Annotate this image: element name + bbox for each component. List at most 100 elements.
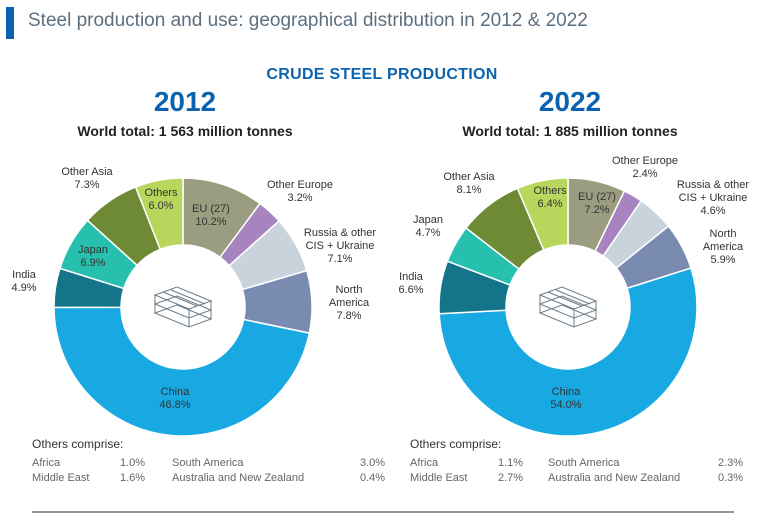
slice-name-label: EU (27) <box>578 191 616 203</box>
slice-name-label: EU (27) <box>192 203 230 215</box>
slice-value-label: 7.3% <box>74 179 99 191</box>
label-eu-27: EU (27) 10.2% <box>192 203 230 228</box>
others-title-2022: Others comprise: <box>410 437 502 451</box>
label-japan: Japan 4.7% <box>413 214 443 239</box>
slice-name-label: Japan <box>413 214 443 226</box>
slice-value-label: 7.1% <box>327 253 352 265</box>
others-region: Middle East <box>410 471 468 484</box>
others-region: South America <box>548 456 620 469</box>
page-title: Steel production and use: geographical d… <box>28 10 588 31</box>
slice-name-label: India <box>399 271 424 283</box>
others-row: Middle East 1.6% Australia and New Zeala… <box>32 470 385 485</box>
slice-name-label: Other Europe <box>267 179 333 191</box>
slice-name-label: CIS + Ukraine <box>306 240 375 252</box>
slice-value-label: 8.1% <box>456 184 481 196</box>
title-accent-bar <box>6 7 14 39</box>
slice-name-label: Others <box>144 187 178 199</box>
steel-lines <box>154 289 212 327</box>
slice-name-label: Russia & other <box>677 179 749 191</box>
others-value: 0.3% <box>718 471 744 484</box>
slice-name-label: Other Europe <box>612 155 678 167</box>
slice-name-label: Other Asia <box>61 166 113 178</box>
slice-value-label: 7.2% <box>584 204 609 216</box>
others-value: 1.0% <box>120 456 146 469</box>
others-value: 2.3% <box>718 456 744 469</box>
world-total-2022: World total: 1 885 million tonnes <box>462 123 678 139</box>
label-others: Others 6.4% <box>533 185 567 210</box>
donut-chart-2022: EU (27) 7.2%Other Europe 2.4%Russia & othe… <box>398 155 749 437</box>
others-row: Africa 1.0% South America 3.0% <box>32 455 385 470</box>
others-table-2012: Africa 1.0% South America 3.0% Middle Ea… <box>32 455 385 485</box>
slice-name-label: China <box>552 386 582 398</box>
slice-name-label: India <box>12 269 37 281</box>
others-title-2012: Others comprise: <box>32 437 124 451</box>
label-india: India 6.6% <box>398 271 423 296</box>
donut-chart-2012: EU (27) 10.2% Other Europe 3.2% Russia & oth… <box>11 166 376 437</box>
slice-name-label: Others <box>533 185 567 197</box>
others-value: 3.0% <box>360 456 386 469</box>
world-total-2012: World total: 1 563 million tonnes <box>77 123 293 139</box>
slice-name-label: North <box>710 228 737 240</box>
label-eu-27: EU (27) 7.2% <box>578 191 616 216</box>
slice-value-label: 10.2% <box>195 216 226 228</box>
year-2012-heading: 2012 <box>153 86 217 117</box>
label-russia-other-cis-ukraine: Russia & other CIS + Ukraine 4.6% <box>677 179 749 217</box>
label-china: China 46.8% <box>159 386 190 411</box>
others-row: Middle East 2.7% Australia and New Zeala… <box>410 470 743 485</box>
others-region: South America <box>172 456 244 469</box>
slice-value-label: 6.0% <box>148 200 173 212</box>
bottom-divider <box>32 511 734 513</box>
slice-china <box>438 267 698 437</box>
others-region: Australia and New Zealand <box>548 471 681 484</box>
slice-name-label: America <box>703 241 744 253</box>
slice-value-label: 3.2% <box>287 192 312 204</box>
label-russia-other-cis-ukraine: Russia & other CIS + Ukraine 7.1% <box>304 227 376 265</box>
slice-name-label: North <box>336 284 363 296</box>
others-region: Australia and New Zealand <box>172 471 305 484</box>
others-region: Africa <box>32 456 61 469</box>
slice-name-label: Russia & other <box>304 227 376 239</box>
slice-name-label: Japan <box>78 244 108 256</box>
others-value: 0.4% <box>360 471 386 484</box>
label-north-america: North America 5.9% <box>703 228 744 266</box>
others-value: 2.7% <box>498 471 524 484</box>
label-other-europe: Other Europe 3.2% <box>267 179 333 204</box>
label-other-europe: Other Europe 2.4% <box>612 155 678 180</box>
slice-value-label: 7.8% <box>336 310 361 322</box>
label-other-asia: Other Asia 8.1% <box>443 171 495 196</box>
slice-china <box>53 306 311 437</box>
slice-value-label: 4.7% <box>415 227 440 239</box>
slice-name-label: Other Asia <box>443 171 495 183</box>
others-region: Africa <box>410 456 439 469</box>
others-region: Middle East <box>32 471 90 484</box>
label-other-asia: Other Asia 7.3% <box>61 166 113 191</box>
slice-value-label: 4.6% <box>700 205 725 217</box>
slice-name-label: China <box>161 386 191 398</box>
slice-name-label: America <box>329 297 370 309</box>
label-north-america: North America 7.8% <box>329 284 370 322</box>
section-heading: CRUDE STEEL PRODUCTION <box>266 66 498 83</box>
slice-value-label: 4.9% <box>11 282 36 294</box>
label-india: India 4.9% <box>11 269 36 294</box>
label-china: China 54.0% <box>550 386 581 411</box>
slice-others <box>134 177 184 251</box>
year-2022-heading: 2022 <box>538 86 602 117</box>
others-table-2022: Africa 1.1% South America 2.3% Middle Ea… <box>410 455 743 485</box>
slice-others <box>516 177 569 251</box>
slice-name-label: CIS + Ukraine <box>679 192 748 204</box>
others-value: 1.6% <box>120 471 146 484</box>
steel-beam-icon <box>538 286 598 328</box>
label-japan: Japan 6.9% <box>78 244 108 269</box>
steel-lines <box>539 289 597 327</box>
label-others: Others 6.0% <box>144 187 178 212</box>
slice-value-label: 2.4% <box>632 168 657 180</box>
slice-value-label: 6.6% <box>398 284 423 296</box>
slice-value-label: 6.4% <box>537 198 562 210</box>
slice-value-label: 6.9% <box>80 257 105 269</box>
slice-value-label: 54.0% <box>550 399 581 411</box>
others-value: 1.1% <box>498 456 524 469</box>
slice-value-label: 46.8% <box>159 399 190 411</box>
steel-beam-icon <box>153 286 213 328</box>
others-row: Africa 1.1% South America 2.3% <box>410 455 743 470</box>
